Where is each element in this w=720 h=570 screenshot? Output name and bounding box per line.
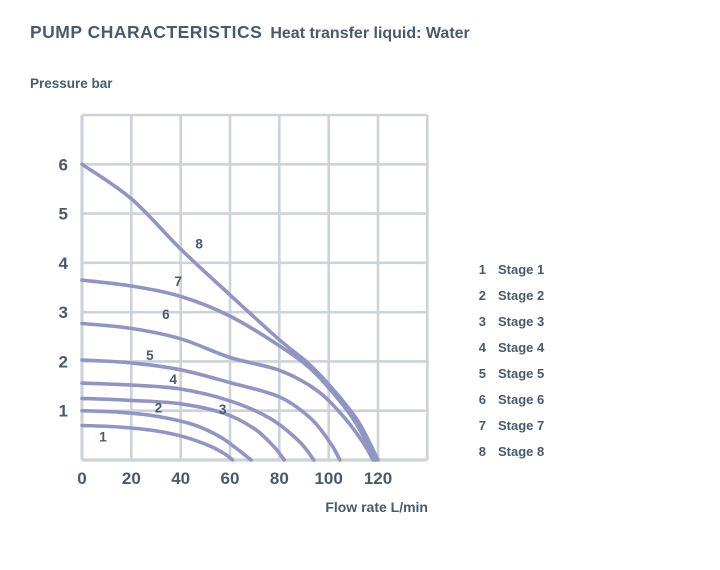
legend-item: 7 Stage 7	[470, 412, 544, 438]
curve-label-7: 7	[174, 274, 182, 289]
x-tick-label: 100	[314, 469, 342, 488]
y-tick-label: 6	[59, 155, 68, 174]
curve-labels: 1 2 3 4 5 6 7 8	[99, 237, 227, 445]
curve-stage-5	[80, 358, 342, 462]
curve-stage-7	[80, 278, 378, 462]
curve-stage-6	[80, 321, 375, 462]
curve-label-5: 5	[146, 348, 154, 363]
x-tick-label: 20	[122, 469, 141, 488]
x-tick-label: 60	[221, 469, 240, 488]
chart-subtitle: Heat transfer liquid: Water	[270, 25, 470, 42]
curve-label-4: 4	[170, 372, 178, 387]
x-tick-label: 0	[77, 469, 86, 488]
curve-stage-8	[80, 162, 380, 462]
curve-stage-4	[80, 381, 316, 462]
legend-item-number: 2	[478, 287, 486, 303]
legend-item-number: 3	[478, 313, 486, 329]
x-tick-label: 120	[364, 469, 392, 488]
y-tick-label: 5	[59, 205, 68, 224]
x-tick-label: 80	[270, 469, 289, 488]
y-tick-label: 1	[59, 402, 68, 421]
legend-item-number: 4	[478, 339, 486, 355]
tick-labels: 0 20 40 60 80 100 120 1 2 3 4 5 6	[59, 155, 393, 488]
y-axis-label: Pressure bar	[30, 76, 113, 91]
legend-item: 2 Stage 2	[470, 282, 544, 308]
legend-item-label: Stage 8	[498, 443, 545, 459]
legend-item-label: Stage 1	[498, 261, 545, 277]
x-tick-label: 40	[171, 469, 190, 488]
legend-item: 6 Stage 6	[470, 386, 544, 412]
legend-item-number: 5	[478, 365, 486, 381]
curve-label-6: 6	[162, 307, 170, 322]
curve-stage-3	[80, 396, 287, 462]
legend-item-label: Stage 3	[498, 313, 545, 329]
legend-item: 1 Stage 1	[470, 256, 544, 282]
y-tick-label: 2	[59, 352, 68, 371]
legend-item: 5 Stage 5	[470, 360, 544, 386]
legend: 1 Stage 1 2 Stage 2 3 Stage 3 4 Stage 4 …	[470, 256, 544, 464]
legend-item: 8 Stage 8	[470, 438, 544, 464]
legend-item-number: 6	[478, 391, 486, 407]
curve-label-2: 2	[155, 400, 163, 415]
page-title: PUMP CHARACTERISTICS Heat transfer liquid…	[30, 22, 470, 43]
legend-item-number: 1	[478, 261, 486, 277]
y-tick-label: 4	[59, 254, 69, 273]
legend-item-label: Stage 6	[498, 391, 545, 407]
legend-item: 4 Stage 4	[470, 334, 544, 360]
x-axis-label: Flow rate L/min	[325, 499, 428, 515]
chart-title: PUMP CHARACTERISTICS	[30, 22, 263, 42]
curve-stage-2	[80, 408, 253, 462]
legend-item-number: 8	[478, 443, 486, 459]
legend-item-label: Stage 2	[498, 287, 545, 303]
y-tick-label: 3	[59, 303, 68, 322]
legend-item-label: Stage 4	[498, 339, 545, 355]
legend-item-label: Stage 7	[498, 417, 545, 433]
pump-curves	[80, 162, 380, 462]
legend-item: 3 Stage 3	[470, 308, 544, 334]
curve-label-1: 1	[99, 429, 107, 444]
legend-item-label: Stage 5	[498, 365, 545, 381]
curve-stage-1	[80, 423, 235, 462]
legend-item-number: 7	[478, 417, 486, 433]
grid	[80, 113, 429, 462]
curve-label-3: 3	[219, 402, 227, 417]
curve-label-8: 8	[195, 237, 203, 252]
